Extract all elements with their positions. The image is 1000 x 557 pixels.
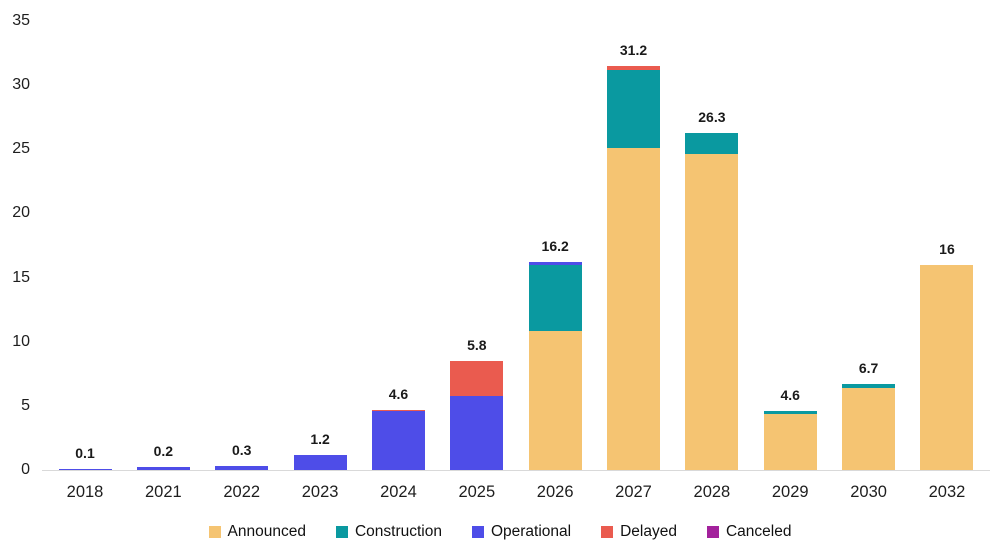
bar-segment-operational-2022[interactable] xyxy=(215,466,269,470)
bar-segment-announced-2030[interactable] xyxy=(842,387,896,470)
bar-segment-delayed-2025[interactable] xyxy=(450,360,504,396)
y-axis-tick-label: 5 xyxy=(21,396,30,414)
x-axis-tick-label: 2022 xyxy=(223,483,261,501)
legend-swatch-icon xyxy=(601,526,614,538)
legend-swatch-icon xyxy=(706,526,719,538)
y-axis-tick-label: 20 xyxy=(12,204,30,222)
legend-item-canceled[interactable]: Canceled xyxy=(706,523,792,541)
bar-value-label: 5.8 xyxy=(467,336,487,353)
bar-segment-operational-2026[interactable] xyxy=(528,262,582,265)
y-axis-tick-label: 15 xyxy=(12,268,30,286)
bar-value-label: 16 xyxy=(939,240,955,257)
y-axis-tick-label: 10 xyxy=(12,332,30,350)
legend-label: Delayed xyxy=(620,523,677,540)
legend-swatch-icon xyxy=(471,526,484,538)
bar-segment-announced-2029[interactable] xyxy=(763,413,817,470)
bar-value-label: 4.6 xyxy=(780,386,800,403)
chart-legend: Announced Construction Operational Delayed C… xyxy=(0,523,1000,541)
bar-segment-announced-2026[interactable] xyxy=(528,331,582,470)
bar-segment-operational-2021[interactable] xyxy=(136,467,190,470)
bar-value-label: 0.3 xyxy=(231,442,252,459)
bar-segment-construction-2028[interactable] xyxy=(685,132,739,155)
legend-item-operational[interactable]: Operational xyxy=(471,523,572,541)
x-axis-tick-label: 2030 xyxy=(850,483,887,501)
x-axis-line xyxy=(42,470,990,471)
bar-value-label: 26.3 xyxy=(698,108,726,125)
x-axis-tick-label: 2023 xyxy=(301,483,339,501)
x-axis-tick-label: 2032 xyxy=(928,483,966,501)
legend-item-delayed[interactable]: Delayed xyxy=(601,523,677,541)
x-axis-tick-label: 2027 xyxy=(615,483,652,501)
x-axis-tick-label: 2025 xyxy=(458,483,496,501)
bar-value-label: 6.7 xyxy=(858,360,879,377)
legend-label: Canceled xyxy=(725,523,792,540)
bar-segment-delayed-2024[interactable] xyxy=(371,409,425,411)
x-axis-tick-label: 2029 xyxy=(771,483,809,501)
x-axis-tick-label: 2021 xyxy=(145,483,182,501)
bar-value-label: 16.2 xyxy=(541,238,569,255)
x-axis-tick-label: 2024 xyxy=(380,483,417,501)
x-axis-tick-label: 2028 xyxy=(693,483,731,501)
bar-segment-operational-2018[interactable] xyxy=(58,468,112,470)
bar-segment-operational-2023[interactable] xyxy=(293,454,347,470)
bar-segment-construction-2029[interactable] xyxy=(763,410,817,414)
y-axis-tick-label: 35 xyxy=(12,12,30,29)
bar-segment-operational-2024[interactable] xyxy=(371,410,425,470)
bar-value-label: 0.1 xyxy=(75,444,95,461)
bar-segment-operational-2025[interactable] xyxy=(450,395,504,470)
bar-segment-announced-2028[interactable] xyxy=(685,154,739,470)
x-axis-tick-label: 2026 xyxy=(536,483,574,501)
bar-value-label: 31.2 xyxy=(619,41,648,58)
bar-segment-announced-2032[interactable] xyxy=(920,264,974,470)
bar-segment-construction-2030[interactable] xyxy=(842,384,896,388)
bar-segment-construction-2026[interactable] xyxy=(528,264,582,332)
y-axis-tick-label: 0 xyxy=(21,461,30,478)
legend-label: Operational xyxy=(490,523,572,540)
legend-label: Construction xyxy=(354,523,442,540)
x-axis-tick-label: 2018 xyxy=(66,483,104,501)
y-axis-tick-label: 30 xyxy=(12,76,30,94)
bar-segment-delayed-2027[interactable] xyxy=(607,65,661,70)
legend-item-announced[interactable]: Announced xyxy=(208,523,306,541)
bar-segment-construction-2027[interactable] xyxy=(607,69,661,148)
legend-item-construction[interactable]: Construction xyxy=(335,523,442,541)
bar-value-label: 4.6 xyxy=(388,385,409,402)
legend-swatch-icon xyxy=(335,526,348,538)
legend-swatch-icon xyxy=(208,526,221,538)
bar-value-label: 0.2 xyxy=(153,443,174,460)
y-axis-tick-label: 25 xyxy=(12,140,30,158)
bar-value-label: 1.2 xyxy=(310,430,330,447)
legend-label: Announced xyxy=(227,523,306,540)
bar-segment-announced-2027[interactable] xyxy=(607,148,661,470)
